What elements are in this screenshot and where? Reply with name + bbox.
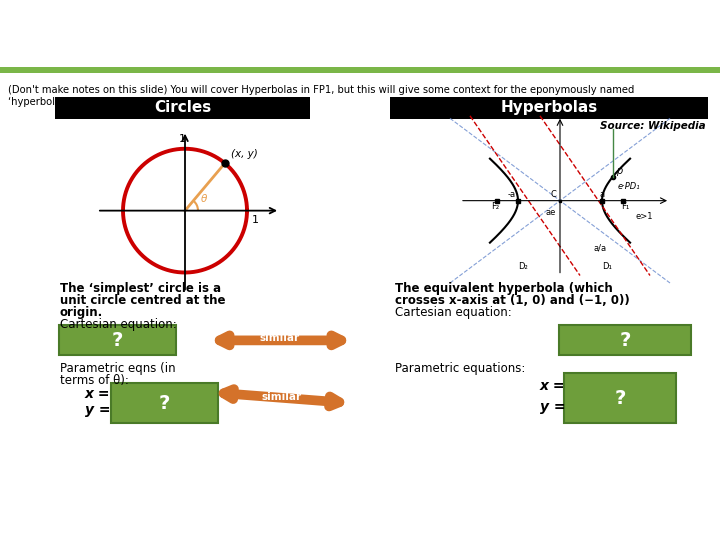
Text: The equivalent hyperbola (which: The equivalent hyperbola (which <box>395 282 613 295</box>
Text: F₂: F₂ <box>491 201 499 211</box>
FancyBboxPatch shape <box>390 97 708 119</box>
Text: F₁: F₁ <box>621 201 629 211</box>
Text: ?: ? <box>614 389 626 408</box>
FancyBboxPatch shape <box>559 326 691 355</box>
Text: Cartesian equation:: Cartesian equation: <box>60 319 176 332</box>
FancyBboxPatch shape <box>564 373 676 423</box>
Text: y =: y = <box>85 403 110 417</box>
Text: C: C <box>550 190 556 199</box>
Text: a: a <box>600 190 605 199</box>
Text: Cartesian equation:: Cartesian equation: <box>395 306 512 320</box>
Text: (Don't make notes on this slide) You will cover Hyperbolas in FP1, but this will: (Don't make notes on this slide) You wil… <box>8 85 634 95</box>
Text: e>1: e>1 <box>635 212 652 221</box>
Text: crosses x-axis at (1, 0) and (−1, 0)): crosses x-axis at (1, 0) and (−1, 0)) <box>395 294 630 307</box>
Text: ?: ? <box>112 331 122 350</box>
FancyBboxPatch shape <box>0 67 720 73</box>
Text: ✗: ✗ <box>684 18 706 43</box>
Text: ‘hyperbolic functions’ that we will explore in this chapter.: ‘hyperbolic functions’ that we will expl… <box>8 97 294 107</box>
Text: θ: θ <box>201 194 207 204</box>
Text: Hyperbolas: Hyperbolas <box>500 100 598 116</box>
Text: ?: ? <box>158 394 170 413</box>
Text: ?: ? <box>619 331 631 350</box>
Text: (x, y): (x, y) <box>231 149 258 159</box>
Text: unit circle centred at the: unit circle centred at the <box>60 294 225 307</box>
Text: ae: ae <box>546 207 556 217</box>
Text: similar: similar <box>260 333 300 343</box>
Text: 1: 1 <box>179 134 186 144</box>
Text: x =: x = <box>85 387 110 401</box>
Text: 1: 1 <box>252 214 259 225</box>
Text: D₁: D₁ <box>602 261 612 271</box>
Text: Parametric equations:: Parametric equations: <box>395 362 526 375</box>
Text: x =: x = <box>540 379 565 393</box>
Text: similar: similar <box>262 392 302 402</box>
FancyBboxPatch shape <box>55 97 310 119</box>
Text: y =: y = <box>540 400 565 414</box>
Text: e·PD₁: e·PD₁ <box>618 182 640 191</box>
Text: Circles: Circles <box>154 100 211 116</box>
Text: D₂: D₂ <box>518 261 528 271</box>
Text: p: p <box>616 166 622 176</box>
Text: Comparing circles and hyperbolas: Comparing circles and hyperbolas <box>13 19 546 47</box>
Text: a/a: a/a <box>593 244 606 253</box>
Text: -a: -a <box>508 190 516 199</box>
FancyBboxPatch shape <box>111 383 218 423</box>
Text: Source: Wikipedia: Source: Wikipedia <box>600 121 706 131</box>
Text: The ‘simplest’ circle is a: The ‘simplest’ circle is a <box>60 282 221 295</box>
Text: terms of θ):: terms of θ): <box>60 374 129 387</box>
Text: origin.: origin. <box>60 306 103 320</box>
FancyBboxPatch shape <box>59 326 176 355</box>
Text: Parametric eqns (in: Parametric eqns (in <box>60 362 176 375</box>
